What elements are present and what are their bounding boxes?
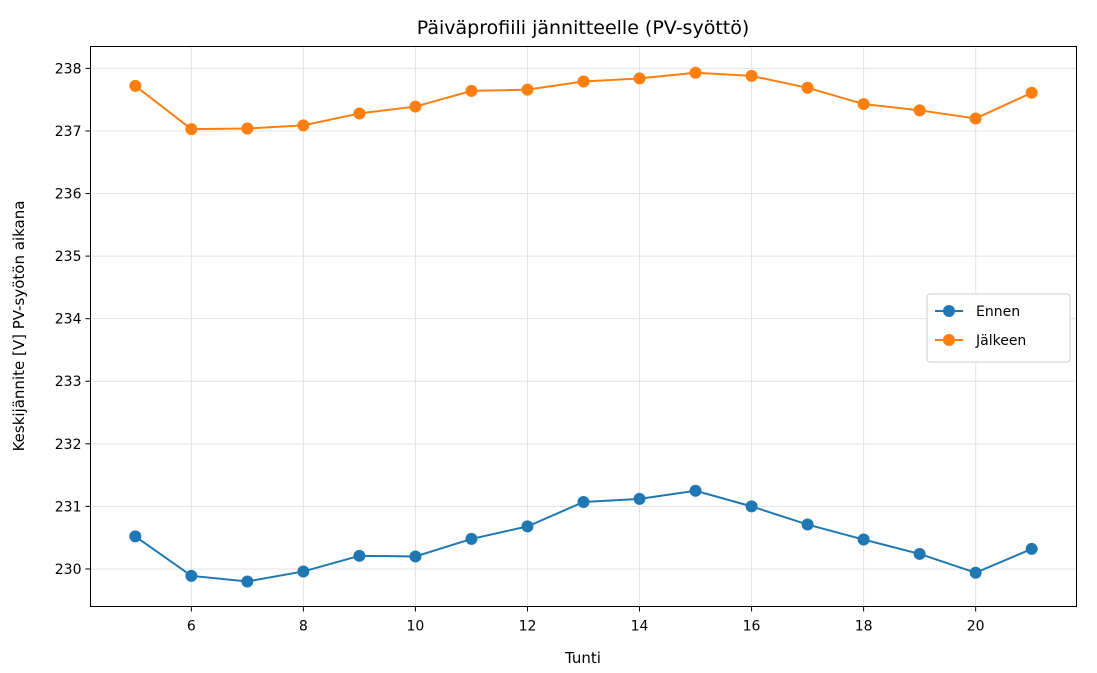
- x-tick-label: 18: [855, 619, 873, 635]
- data-point-jalkeen: [1025, 86, 1038, 99]
- plot-frame: [90, 46, 1077, 607]
- x-tick-label: 16: [743, 619, 761, 635]
- data-point-ennen: [801, 518, 814, 531]
- data-point-jalkeen: [129, 79, 142, 92]
- data-point-ennen: [969, 566, 982, 579]
- x-tick-label: 8: [299, 619, 308, 635]
- data-point-jalkeen: [633, 72, 646, 85]
- data-point-ennen: [129, 530, 142, 543]
- y-tick-label: 237: [55, 124, 82, 140]
- data-point-jalkeen: [241, 122, 254, 135]
- data-point-ennen: [353, 549, 366, 562]
- grid: [90, 46, 1077, 607]
- y-axis-label: Keskijännite [V] PV-syötön aikana: [10, 201, 28, 452]
- data-point-ennen: [857, 533, 870, 546]
- legend-label-ennen: Ennen: [976, 304, 1020, 320]
- data-point-ennen: [1025, 542, 1038, 555]
- x-tick-label: 10: [407, 619, 425, 635]
- y-tick-label: 238: [55, 61, 82, 77]
- series-jalkeen: [129, 66, 1038, 136]
- series-ennen: [129, 484, 1038, 588]
- data-point-ennen: [297, 565, 310, 578]
- legend-marker-jalkeen: [943, 334, 955, 346]
- data-point-jalkeen: [745, 69, 758, 82]
- data-point-jalkeen: [409, 100, 422, 113]
- data-point-ennen: [913, 547, 926, 560]
- data-point-ennen: [409, 550, 422, 563]
- data-point-jalkeen: [465, 84, 478, 97]
- data-point-ennen: [465, 532, 478, 545]
- data-point-jalkeen: [969, 112, 982, 125]
- legend-marker-ennen: [943, 305, 955, 317]
- data-point-jalkeen: [913, 104, 926, 117]
- y-axis-ticks: 230 231 232 233 234 235 236 237 238: [55, 61, 91, 578]
- data-point-ennen: [241, 575, 254, 588]
- legend: Ennen Jälkeen: [926, 293, 1071, 363]
- y-tick-label: 234: [55, 312, 82, 328]
- y-tick-label: 231: [55, 499, 82, 515]
- x-tick-label: 6: [187, 619, 196, 635]
- x-tick-label: 12: [519, 619, 537, 635]
- data-point-jalkeen: [297, 119, 310, 132]
- x-tick-label: 14: [631, 619, 649, 635]
- y-tick-label: 232: [55, 437, 82, 453]
- series-layer: [129, 66, 1038, 588]
- data-point-jalkeen: [801, 81, 814, 94]
- data-point-ennen: [689, 484, 702, 497]
- data-point-jalkeen: [689, 66, 702, 79]
- x-tick-label: 20: [967, 619, 985, 635]
- data-point-ennen: [633, 492, 646, 505]
- data-point-jalkeen: [353, 107, 366, 120]
- data-point-ennen: [521, 520, 534, 533]
- x-axis-ticks: 6 8 10 12 14 16 18 20: [187, 606, 985, 635]
- chart-title: Päiväprofiili jännitteelle (PV-syöttö): [417, 17, 750, 39]
- data-point-jalkeen: [577, 75, 590, 88]
- x-axis-label: Tunti: [564, 649, 601, 667]
- y-tick-label: 233: [55, 374, 82, 390]
- y-tick-label: 235: [55, 249, 82, 265]
- data-point-ennen: [577, 496, 590, 509]
- y-tick-label: 230: [55, 562, 82, 578]
- data-point-jalkeen: [857, 98, 870, 111]
- y-tick-label: 236: [55, 187, 82, 203]
- data-point-jalkeen: [185, 123, 198, 136]
- data-point-ennen: [745, 500, 758, 513]
- data-point-ennen: [185, 569, 198, 582]
- data-point-jalkeen: [521, 83, 534, 96]
- legend-label-jalkeen: Jälkeen: [975, 333, 1026, 349]
